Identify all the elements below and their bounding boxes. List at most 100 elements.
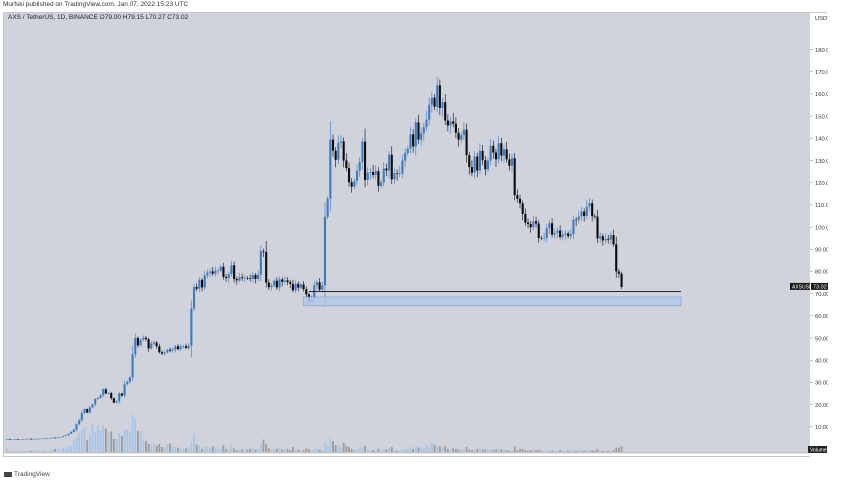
candle-body	[537, 223, 540, 238]
candle-body	[476, 156, 479, 171]
candle-body	[473, 156, 476, 173]
candle-body	[176, 346, 180, 350]
volume-bar	[321, 450, 324, 452]
volume-bar	[198, 445, 201, 452]
candle-body	[446, 120, 449, 126]
volume-bar	[14, 451, 16, 452]
candle-body	[438, 85, 441, 108]
candle-body	[142, 337, 145, 340]
candle-body	[398, 173, 401, 174]
candle-body	[43, 438, 46, 440]
volume-bar	[48, 449, 51, 452]
candle-body	[211, 271, 214, 274]
candle-body	[115, 401, 118, 403]
candle-body	[118, 393, 121, 402]
volume-bar	[492, 450, 495, 452]
candle-body	[96, 397, 99, 400]
volume-bar	[214, 447, 217, 452]
candle-body	[457, 132, 460, 140]
volume-bar	[324, 442, 326, 452]
candle-body	[521, 203, 524, 214]
candle-body	[561, 234, 564, 238]
candle-body	[331, 139, 335, 151]
volume-bar	[316, 448, 318, 452]
volume-bar	[422, 448, 425, 452]
candle-body	[166, 349, 169, 353]
volume-bar	[465, 447, 468, 452]
candle-body	[401, 160, 404, 174]
volume-bar	[19, 451, 22, 452]
volume-bar	[452, 448, 455, 452]
volume-bar	[193, 433, 195, 452]
volume-bar	[286, 448, 289, 452]
candle-body	[160, 352, 164, 354]
candle-body	[294, 283, 297, 291]
volume-bar	[430, 442, 433, 452]
candle-body	[201, 279, 204, 288]
candle-body	[275, 280, 278, 288]
volume-bar	[318, 449, 321, 452]
chart-panel[interactable]: 180.00 170.00 160.00 150.00 140.00 130.00 120.…	[3, 12, 828, 458]
candle-body	[535, 221, 538, 224]
volume-bar	[556, 450, 559, 452]
candle-body	[155, 342, 158, 347]
candle-body	[187, 345, 190, 349]
candle-body	[21, 439, 25, 440]
y-tick-label: 70.00	[815, 292, 828, 298]
volume-bar	[326, 445, 329, 452]
volume-bar	[195, 444, 198, 452]
candle-body	[83, 409, 86, 414]
candle-body	[203, 275, 206, 288]
candle-body	[305, 289, 308, 295]
candle-body	[19, 439, 22, 440]
volume-bar	[545, 450, 548, 452]
candle-body	[184, 346, 188, 349]
volume-bar	[171, 446, 174, 452]
candle-body	[529, 223, 532, 228]
candle-body	[380, 182, 383, 186]
volume-bar	[532, 449, 535, 452]
last-price-tag	[811, 282, 828, 290]
volume-bar	[177, 447, 179, 452]
volume-bar	[457, 449, 460, 452]
volume-bar	[297, 449, 300, 452]
volume-bar	[227, 448, 230, 452]
volume-bar	[83, 427, 86, 452]
volume-bar	[438, 446, 441, 452]
volume-bar	[305, 448, 308, 452]
candle-body	[16, 439, 19, 440]
candle-body	[353, 180, 356, 187]
volume-bar	[91, 424, 94, 452]
candle-body	[241, 277, 244, 279]
candle-body	[230, 265, 233, 275]
volume-bar	[262, 439, 265, 452]
candle-body	[489, 145, 492, 161]
volume-bar	[211, 446, 214, 452]
volume-bar	[516, 450, 519, 452]
candle-body	[572, 219, 575, 235]
candle-body	[147, 339, 150, 349]
candle-body	[585, 206, 588, 216]
candle-body	[171, 349, 174, 351]
candle-body	[11, 439, 14, 440]
candle-body	[168, 349, 172, 351]
candle-body	[339, 141, 343, 143]
candle-body	[607, 238, 610, 240]
volume-bar	[332, 440, 334, 452]
candle-body	[564, 233, 567, 235]
volume-bar	[72, 440, 75, 452]
volume-bar	[500, 449, 503, 452]
published-caption: Murfski published on TradingView.com, Ja…	[3, 1, 189, 8]
volume-bar	[428, 447, 431, 452]
volume-bar	[38, 450, 40, 452]
candle-body	[51, 437, 54, 439]
volume-bar	[393, 450, 396, 452]
volume-bar	[70, 445, 73, 452]
volume-bar	[577, 450, 580, 452]
candle-body	[355, 170, 359, 181]
volume-bar	[543, 450, 545, 452]
volume-bar	[519, 448, 521, 452]
price-chart[interactable]: 180.00 170.00 160.00 150.00 140.00 130.00 120.…	[4, 13, 828, 458]
candle-body	[56, 437, 59, 439]
candle-body	[588, 203, 591, 207]
